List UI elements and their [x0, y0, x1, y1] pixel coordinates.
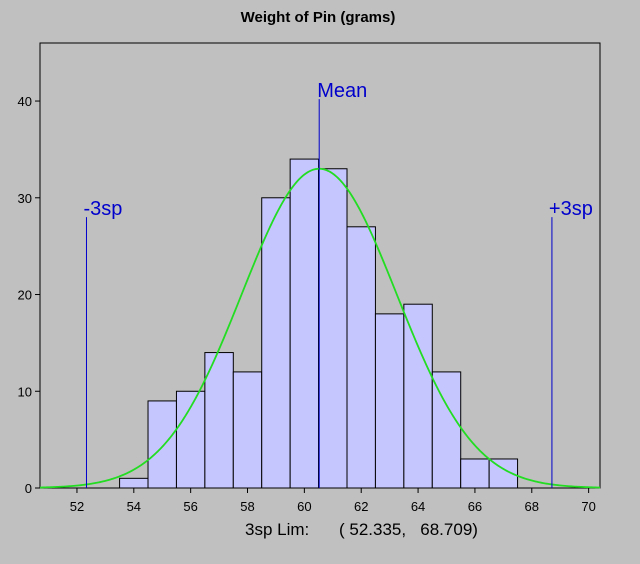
histogram-bar-0 — [119, 477, 149, 489]
bars-layer — [119, 158, 519, 489]
normal-curve — [39, 167, 601, 489]
x-tick-label-68: 68 — [525, 499, 539, 514]
x-tick-label-58: 58 — [240, 499, 254, 514]
chart-title: Weight of Pin (grams) — [241, 9, 396, 26]
histogram-bar-5 — [261, 197, 291, 489]
histogram-bar-1 — [147, 400, 177, 489]
histogram-bar-6 — [289, 158, 320, 489]
axes-layer: 52 54 56 58 60 62 64 66 68 70 0 10 20 30 40 — [18, 94, 596, 514]
y-tick-label-40: 40 — [18, 94, 32, 109]
histogram-bar-12 — [460, 458, 490, 489]
footer-values: ( 52.335, 68.709) — [339, 520, 478, 539]
histogram-bar-7 — [318, 168, 348, 489]
x-tick-label-66: 66 — [468, 499, 482, 514]
y-tick-label-0: 0 — [25, 481, 32, 496]
reference-label-mean: Mean — [317, 80, 367, 102]
reference-lines-layer: -3sp Mean +3sp — [83, 80, 593, 488]
reference-label-3sp: -3sp — [83, 198, 122, 220]
y-tick-label-10: 10 — [18, 384, 32, 399]
histogram-bar-9 — [374, 313, 405, 489]
y-tick-label-20: 20 — [18, 288, 32, 303]
histogram-bar-11 — [431, 371, 462, 489]
x-tick-label-62: 62 — [354, 499, 368, 514]
x-tick-label-52: 52 — [70, 499, 84, 514]
curve-layer — [39, 167, 601, 489]
footer-label: 3sp Lim: — [245, 520, 309, 539]
x-tick-label-60: 60 — [297, 499, 311, 514]
y-tick-label-30: 30 — [18, 191, 32, 206]
x-tick-label-56: 56 — [183, 499, 197, 514]
x-tick-label-64: 64 — [411, 499, 425, 514]
histogram-bar-10 — [403, 303, 433, 489]
reference-label-3sp: +3sp — [549, 198, 593, 220]
histogram-bar-4 — [232, 371, 263, 489]
x-tick-label-54: 54 — [127, 499, 141, 514]
histogram-bar-8 — [346, 226, 376, 489]
x-tick-label-70: 70 — [581, 499, 595, 514]
